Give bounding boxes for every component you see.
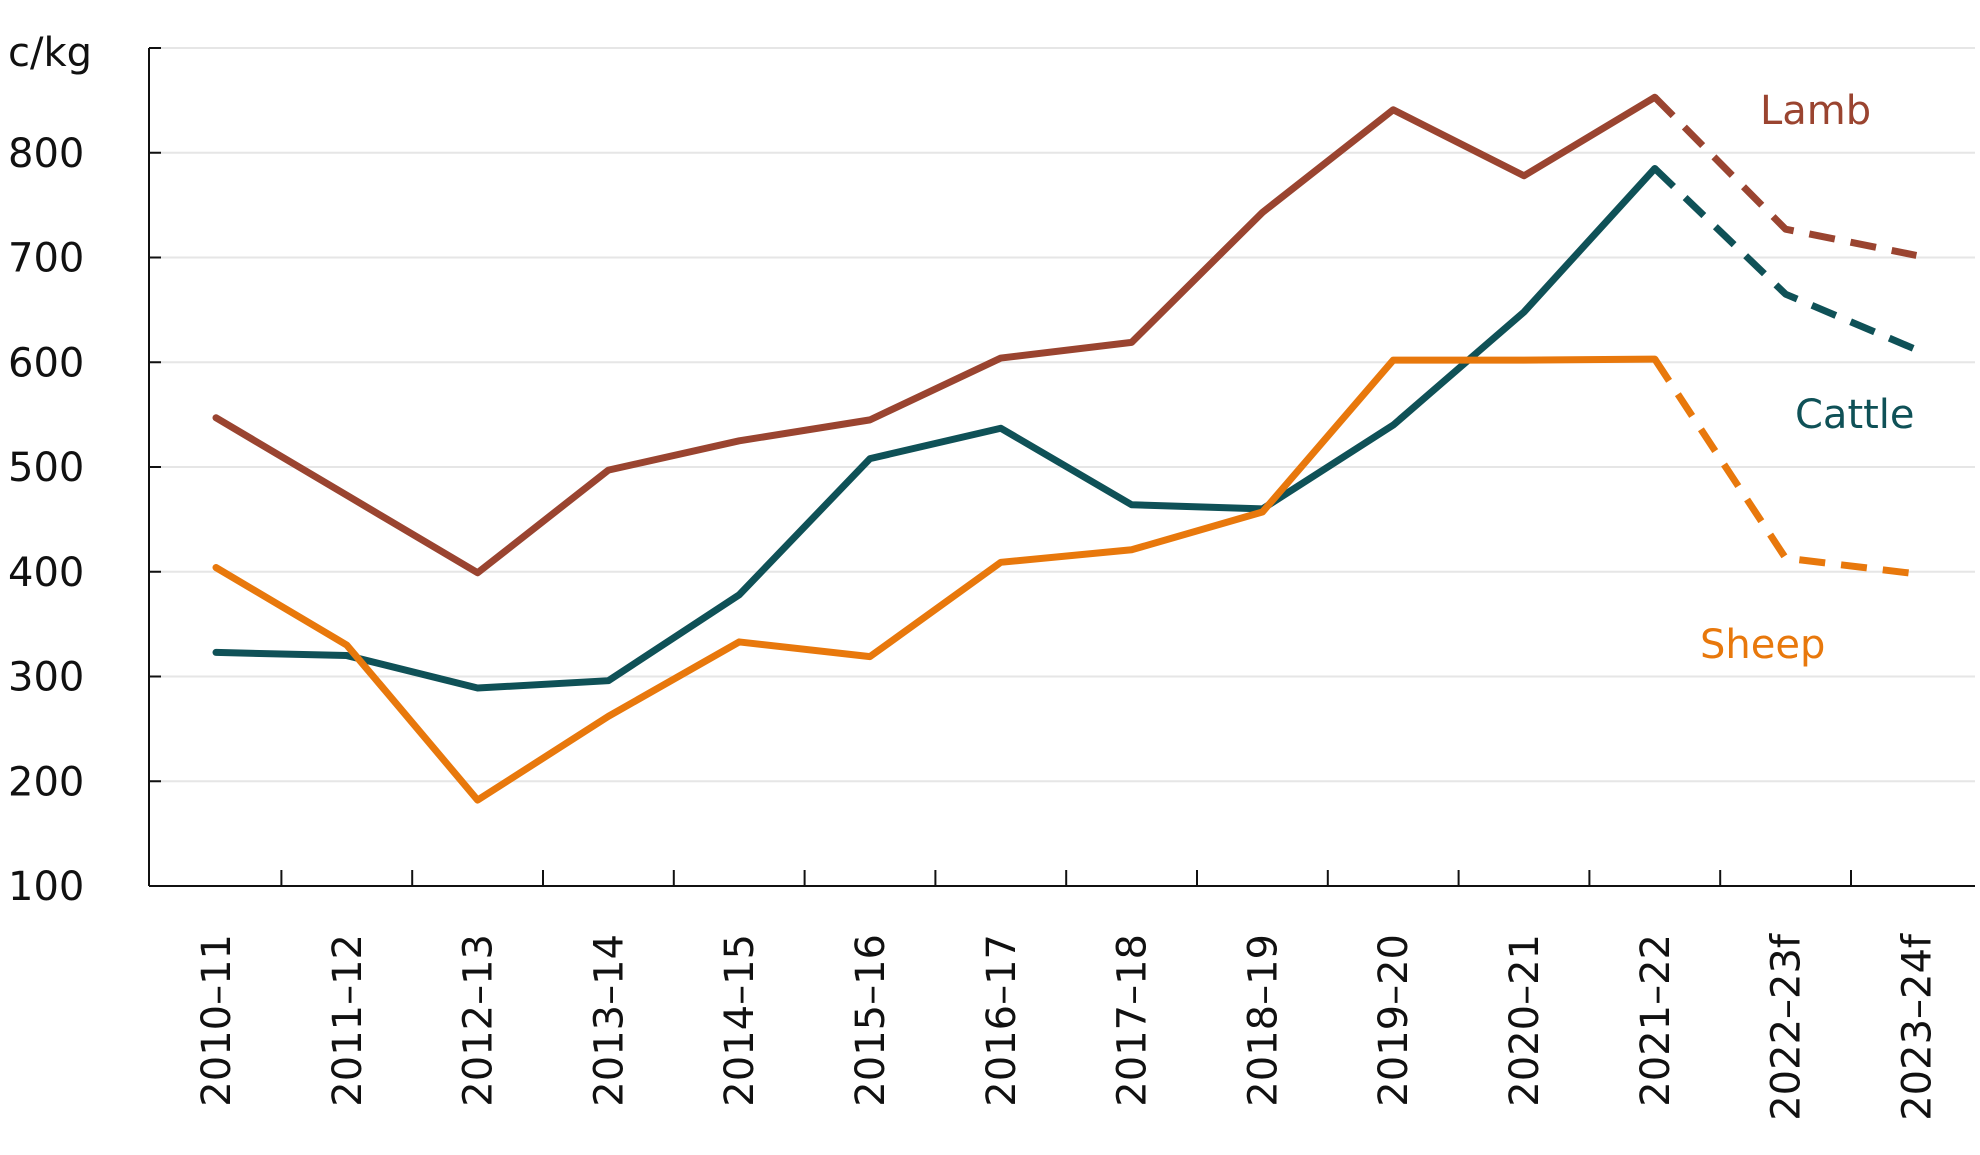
series-line-cattle-actual bbox=[212, 164, 1659, 692]
x-tick-label: 2014–15 bbox=[717, 934, 763, 1107]
x-tick-label: 2022–23f bbox=[1764, 933, 1810, 1121]
y-tick-label-300: 300 bbox=[8, 655, 84, 701]
series-label-lamb: Lamb bbox=[1760, 88, 1871, 134]
series-lines bbox=[212, 93, 1918, 804]
series-line-cattle-forecast bbox=[1652, 165, 1918, 353]
series-labels: Lamb Cattle Sheep bbox=[1700, 88, 1915, 668]
x-tick-label: 2020–21 bbox=[1502, 934, 1548, 1107]
series-line-sheep-actual bbox=[212, 355, 1659, 804]
y-tick-label-800: 800 bbox=[8, 131, 84, 177]
x-tick-label: 2021–22 bbox=[1633, 934, 1679, 1107]
y-axis-ticks: 100 200 300 400 500 600 700 800 bbox=[8, 47, 161, 910]
series-line-lamb-actual bbox=[212, 93, 1659, 577]
x-tick-label: 2017–18 bbox=[1110, 934, 1156, 1107]
y-tick-label-600: 600 bbox=[8, 340, 84, 386]
x-tick-label: 2010–11 bbox=[194, 934, 240, 1107]
x-tick-label: 2013–14 bbox=[586, 934, 632, 1107]
series-label-cattle: Cattle bbox=[1795, 392, 1915, 438]
x-tick-label: 2012–13 bbox=[456, 934, 502, 1107]
gridlines bbox=[149, 47, 1975, 783]
y-tick-label-700: 700 bbox=[8, 236, 84, 282]
x-tick-label: 2023–24f bbox=[1894, 933, 1940, 1121]
y-tick-label-200: 200 bbox=[8, 759, 84, 805]
y-tick-label-400: 400 bbox=[8, 550, 84, 596]
x-tick-label: 2015–16 bbox=[848, 934, 894, 1107]
x-tick-label: 2011–12 bbox=[325, 934, 371, 1107]
x-tick-label: 2018–19 bbox=[1240, 934, 1286, 1107]
series-line-lamb-forecast bbox=[1652, 94, 1918, 259]
y-axis-unit-label: c/kg bbox=[8, 30, 92, 76]
series-label-sheep: Sheep bbox=[1700, 622, 1825, 668]
y-tick-label-500: 500 bbox=[8, 445, 84, 491]
y-tick-label-100: 100 bbox=[8, 864, 84, 910]
x-tick-label: 2019–20 bbox=[1371, 934, 1417, 1107]
x-axis-ticks: 2010–11 2011–12 2012–13 2013–14 2014–15 2015–… bbox=[194, 870, 1940, 1121]
x-tick-label: 2016–17 bbox=[979, 934, 1025, 1107]
